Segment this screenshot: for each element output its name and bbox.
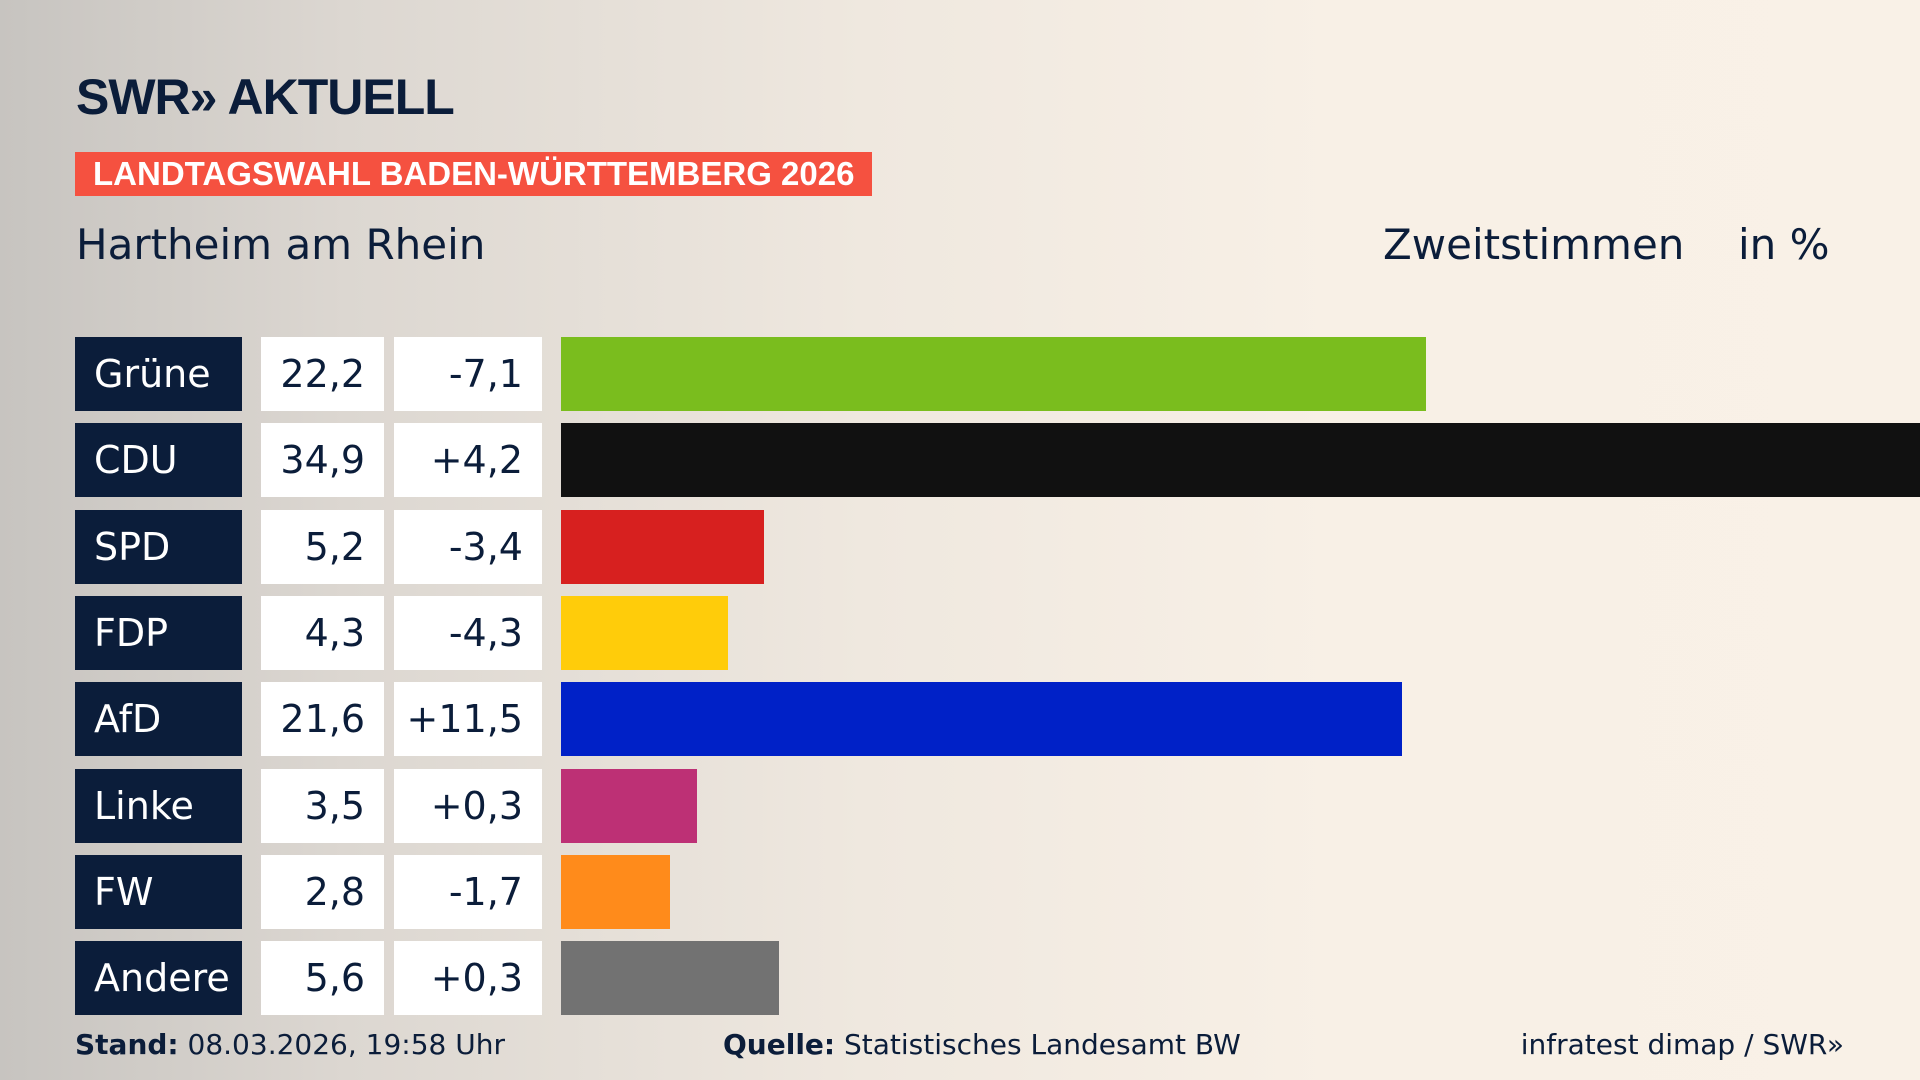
- party-name: FW: [75, 854, 242, 929]
- party-bar: [561, 595, 729, 670]
- stand-value: 08.03.2026, 19:58 Uhr: [187, 1028, 505, 1061]
- party-value: 4,3: [261, 595, 384, 670]
- party-name: Linke: [75, 768, 242, 843]
- party-value: 5,6: [261, 941, 384, 1016]
- party-name: Grüne: [75, 337, 242, 411]
- party-bar: [561, 768, 698, 843]
- party-name: FDP: [75, 595, 242, 670]
- party-bar: [561, 337, 1426, 411]
- unit-label: in %: [1738, 220, 1830, 269]
- party-value: 21,6: [261, 682, 384, 757]
- party-value: 3,5: [261, 768, 384, 843]
- party-value: 22,2: [261, 337, 384, 411]
- party-diff: -4,3: [394, 595, 542, 670]
- election-banner: LANDTAGSWAHL BADEN-WÜRTTEMBERG 2026: [75, 152, 873, 196]
- party-value: 2,8: [261, 854, 384, 929]
- metric-label: Zweitstimmen: [1383, 220, 1685, 269]
- party-diff: +0,3: [394, 941, 542, 1016]
- party-diff: -7,1: [394, 337, 542, 411]
- source: Quelle: Statistisches Landesamt BW: [723, 1028, 1241, 1061]
- party-bar: [561, 682, 1403, 757]
- party-name: SPD: [75, 509, 242, 584]
- party-name: AfD: [75, 682, 242, 757]
- credit: infratest dimap / SWR»: [1520, 1028, 1844, 1061]
- party-diff: +0,3: [394, 768, 542, 843]
- party-bar: [561, 854, 670, 929]
- timestamp: Stand: 08.03.2026, 19:58 Uhr: [75, 1028, 505, 1061]
- party-diff: +11,5: [394, 682, 542, 757]
- swr-aktuell-logo: SWR» AKTUELL: [76, 69, 455, 125]
- party-diff: -1,7: [394, 854, 542, 929]
- party-diff: -3,4: [394, 509, 542, 584]
- party-diff: +4,2: [394, 423, 542, 498]
- party-value: 5,2: [261, 509, 384, 584]
- party-name: Andere: [75, 941, 242, 1016]
- source-label: Quelle:: [723, 1028, 836, 1061]
- party-bar: [561, 509, 764, 584]
- stand-label: Stand:: [75, 1028, 179, 1061]
- party-value: 34,9: [261, 423, 384, 498]
- party-bar: [561, 423, 1920, 498]
- party-bar: [561, 941, 780, 1016]
- party-name: CDU: [75, 423, 242, 498]
- region-title: Hartheim am Rhein: [76, 220, 486, 269]
- source-value: Statistisches Landesamt BW: [844, 1028, 1241, 1061]
